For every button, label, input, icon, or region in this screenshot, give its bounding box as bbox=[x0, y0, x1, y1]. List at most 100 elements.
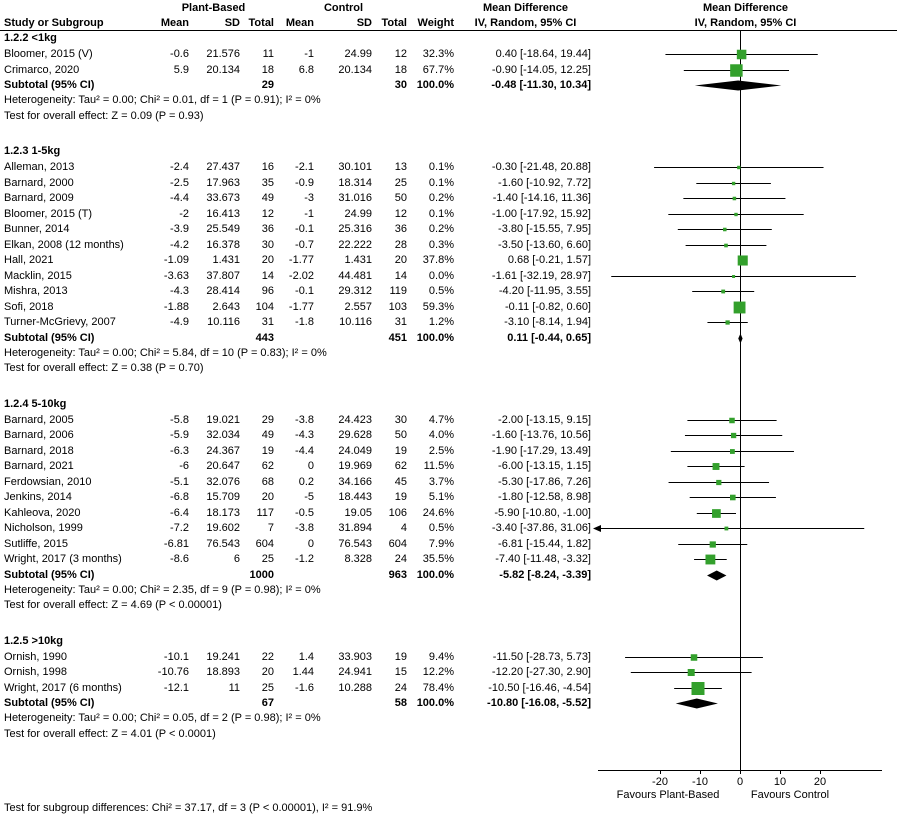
weight: 5.1% bbox=[428, 491, 454, 504]
plant-total: 11 bbox=[262, 48, 274, 61]
plant-sd: 27.437 bbox=[206, 161, 240, 174]
axis-tick-label: 0 bbox=[737, 776, 743, 788]
control-mean: -1.77 bbox=[288, 300, 314, 313]
ci-text: -5.90 [-10.80, -1.00] bbox=[494, 506, 591, 519]
ci-text: -5.30 [-17.86, 7.26] bbox=[498, 475, 591, 488]
control-mean: -0.1 bbox=[295, 223, 314, 236]
study-row: Hall, 2021 -1.09 1.431 20 -1.77 1.431 20 37.8% 0… bbox=[0, 253, 897, 269]
weight: 0.2% bbox=[428, 223, 454, 236]
plant-sd: 16.378 bbox=[206, 238, 240, 251]
weight: 0.1% bbox=[428, 207, 454, 220]
control-sd: 24.99 bbox=[344, 207, 372, 220]
study-name: Bunner, 2014 bbox=[4, 223, 70, 236]
plant-total: 18 bbox=[261, 63, 274, 76]
study-row: Ornish, 1998 -10.76 18.893 20 1.44 24.941 15 12… bbox=[0, 665, 897, 681]
study-name: Barnard, 2021 bbox=[4, 460, 74, 473]
control-sd: 22.222 bbox=[338, 238, 372, 251]
study-row: Sutliffe, 2015 -6.81 76.543 604 0 76.543 604 7.… bbox=[0, 536, 897, 552]
plant-total: 20 bbox=[261, 666, 274, 679]
weight: 78.4% bbox=[422, 681, 454, 694]
plant-sd: 32.034 bbox=[206, 429, 240, 442]
plant-mean: -10.76 bbox=[157, 666, 189, 679]
control-sd: 31.016 bbox=[338, 192, 372, 205]
plant-total: 25 bbox=[261, 681, 274, 694]
control-sd: 19.969 bbox=[338, 460, 372, 473]
study-row: Turner-McGrievy, 2007 -4.9 10.116 31 -1.8 10.… bbox=[0, 315, 897, 331]
control-sd: 20.134 bbox=[338, 63, 372, 76]
heterogeneity-note: Heterogeneity: Tau² = 0.00; Chi² = 0.01,… bbox=[4, 94, 321, 106]
ci-text: -1.60 [-10.92, 7.72] bbox=[498, 176, 591, 189]
control-mean: -5 bbox=[304, 491, 314, 504]
subgroup-label: 1.2.5 >10kg bbox=[4, 634, 64, 647]
study-row: Bunner, 2014 -3.9 25.549 36 -0.1 25.316 36 0.2%… bbox=[0, 222, 897, 238]
weight: 37.8% bbox=[422, 254, 454, 267]
control-mean: -4.3 bbox=[295, 429, 314, 442]
plant-sd: 18.173 bbox=[206, 506, 240, 519]
control-mean: -1 bbox=[304, 48, 314, 61]
study-row: Barnard, 2005 -5.8 19.021 29 -3.8 24.423 30 4.7… bbox=[0, 412, 897, 428]
plant-mean: -8.6 bbox=[170, 553, 189, 566]
weight: 0.0% bbox=[428, 269, 454, 282]
plant-mean: -4.4 bbox=[170, 192, 189, 205]
plant-mean: -4.9 bbox=[170, 316, 189, 329]
study-name: Kahleova, 2020 bbox=[4, 506, 81, 519]
plant-mean: -6.81 bbox=[163, 537, 189, 550]
ci-text: 0.40 [-18.64, 19.44] bbox=[495, 48, 591, 61]
ci-text: -11.50 [-28.73, 5.73] bbox=[492, 650, 591, 663]
plant-total: 49 bbox=[261, 429, 274, 442]
study-name: Bloomer, 2015 (T) bbox=[4, 207, 93, 220]
study-row: Barnard, 2018 -6.3 24.367 19 -4.4 24.049 19 2.5… bbox=[0, 443, 897, 459]
control-mean: -1.77 bbox=[288, 254, 314, 267]
control-sd: 18.443 bbox=[338, 491, 372, 504]
control-sd: 76.543 bbox=[338, 537, 372, 550]
plant-total: 16 bbox=[261, 161, 274, 174]
study-name: Alleman, 2013 bbox=[4, 161, 75, 174]
plant-sd: 11 bbox=[228, 681, 240, 694]
study-row: Nicholson, 1999 -7.2 19.602 7 -3.8 31.894 4 0.5… bbox=[0, 521, 897, 537]
study-row: Ferdowsian, 2010 -5.1 32.076 68 0.2 34.166 45 3… bbox=[0, 474, 897, 490]
plant-total: 29 bbox=[261, 79, 274, 92]
plant-total: 604 bbox=[255, 537, 274, 550]
study-name: Barnard, 2000 bbox=[4, 176, 74, 189]
plant-total: 29 bbox=[261, 413, 274, 426]
study-row: Macklin, 2015 -3.63 37.807 14 -2.02 44.481 14 0… bbox=[0, 268, 897, 284]
weight: 0.1% bbox=[428, 161, 454, 174]
study-row: Elkan, 2008 (12 months) -4.2 16.378 30 -0.7 2… bbox=[0, 237, 897, 253]
ci-text: -2.00 [-13.15, 9.15] bbox=[498, 413, 591, 426]
plant-mean: -10.1 bbox=[163, 650, 189, 663]
plant-sd: 20.134 bbox=[206, 63, 240, 76]
plant-mean: -2.4 bbox=[170, 161, 189, 174]
plant-sd: 17.963 bbox=[206, 176, 240, 189]
study-name: Turner-McGrievy, 2007 bbox=[4, 316, 116, 329]
control-total: 45 bbox=[394, 475, 407, 488]
mean-difference-text-header: Mean Difference bbox=[483, 1, 568, 14]
mean-difference-plot-header: Mean Difference bbox=[703, 1, 788, 14]
control-mean: 6.8 bbox=[298, 63, 314, 76]
control-total: 20 bbox=[394, 254, 407, 267]
overall-effect-note: Test for overall effect: Z = 0.38 (P = 0… bbox=[4, 362, 204, 374]
study-name: Barnard, 2009 bbox=[4, 192, 74, 205]
plant-total: 67 bbox=[261, 697, 274, 710]
plant-sd: 25.549 bbox=[206, 223, 240, 236]
study-name: Ornish, 1990 bbox=[4, 650, 67, 663]
header-column-row: Study or Subgroup Mean SD Total Mean SD … bbox=[0, 15, 897, 30]
plant-mean: 5.9 bbox=[173, 63, 189, 76]
plant-mean: -5.9 bbox=[170, 429, 189, 442]
control-total: 451 bbox=[388, 331, 407, 344]
control-total: 24 bbox=[394, 553, 407, 566]
study-row: Alleman, 2013 -2.4 27.437 16 -2.1 30.101 13 0.1… bbox=[0, 160, 897, 176]
weight: 0.3% bbox=[428, 238, 454, 251]
control-group-header: Control bbox=[323, 1, 364, 14]
control-total: 25 bbox=[394, 176, 407, 189]
heterogeneity-note: Heterogeneity: Tau² = 0.00; Chi² = 2.35,… bbox=[4, 583, 321, 596]
plant-sd: 2.643 bbox=[212, 300, 240, 313]
axis-tick-label: -20 bbox=[652, 776, 668, 788]
control-mean: 1.4 bbox=[298, 650, 314, 663]
control-sd: 34.166 bbox=[338, 475, 372, 488]
weight: 100.0% bbox=[416, 568, 454, 581]
control-total: 12 bbox=[394, 207, 407, 220]
control-mean: -3 bbox=[304, 192, 314, 205]
control-mean: 0 bbox=[307, 537, 314, 550]
control-total: 31 bbox=[394, 316, 407, 329]
weight: 4.7% bbox=[428, 413, 454, 426]
